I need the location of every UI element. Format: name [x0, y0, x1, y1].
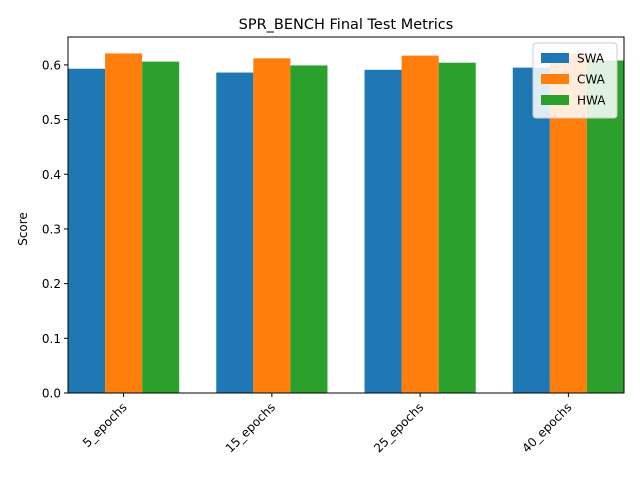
bar-swa-25_epochs [364, 69, 402, 393]
y-axis-label: Score [16, 212, 30, 246]
axes-frame [67, 36, 625, 394]
y-tick-label: 0.3 [42, 222, 61, 236]
bar-cwa-15_epochs [253, 58, 291, 393]
legend-label-cwa: CWA [577, 73, 606, 87]
y-tick-label: 0.0 [42, 387, 61, 401]
legend: SWA CWA HWA [532, 42, 618, 119]
bar-cwa-25_epochs [401, 55, 439, 394]
legend-swatch-cwa [541, 74, 569, 84]
bar-cwa-5_epochs [105, 53, 143, 393]
legend-label-swa: SWA [577, 52, 605, 66]
chart-title: SPR_BENCH Final Test Metrics [239, 17, 454, 33]
y-tick-label: 0.6 [42, 58, 61, 72]
bar-hwa-25_epochs [438, 62, 476, 393]
legend-swatch-hwa [541, 95, 569, 105]
y-tick-label: 0.5 [42, 113, 61, 127]
bar-hwa-5_epochs [142, 61, 180, 394]
bar-swa-40_epochs [512, 67, 550, 394]
bar-swa-5_epochs [68, 68, 106, 393]
legend-swatch-swa [541, 53, 569, 63]
y-tick-label: 0.2 [42, 277, 61, 291]
bar-swa-15_epochs [216, 72, 254, 394]
bars-layer [68, 53, 624, 394]
legend-label-hwa: HWA [577, 94, 606, 108]
bar-hwa-15_epochs [290, 65, 328, 393]
y-tick-label: 0.1 [42, 332, 61, 346]
y-tick-label: 0.4 [42, 168, 61, 182]
